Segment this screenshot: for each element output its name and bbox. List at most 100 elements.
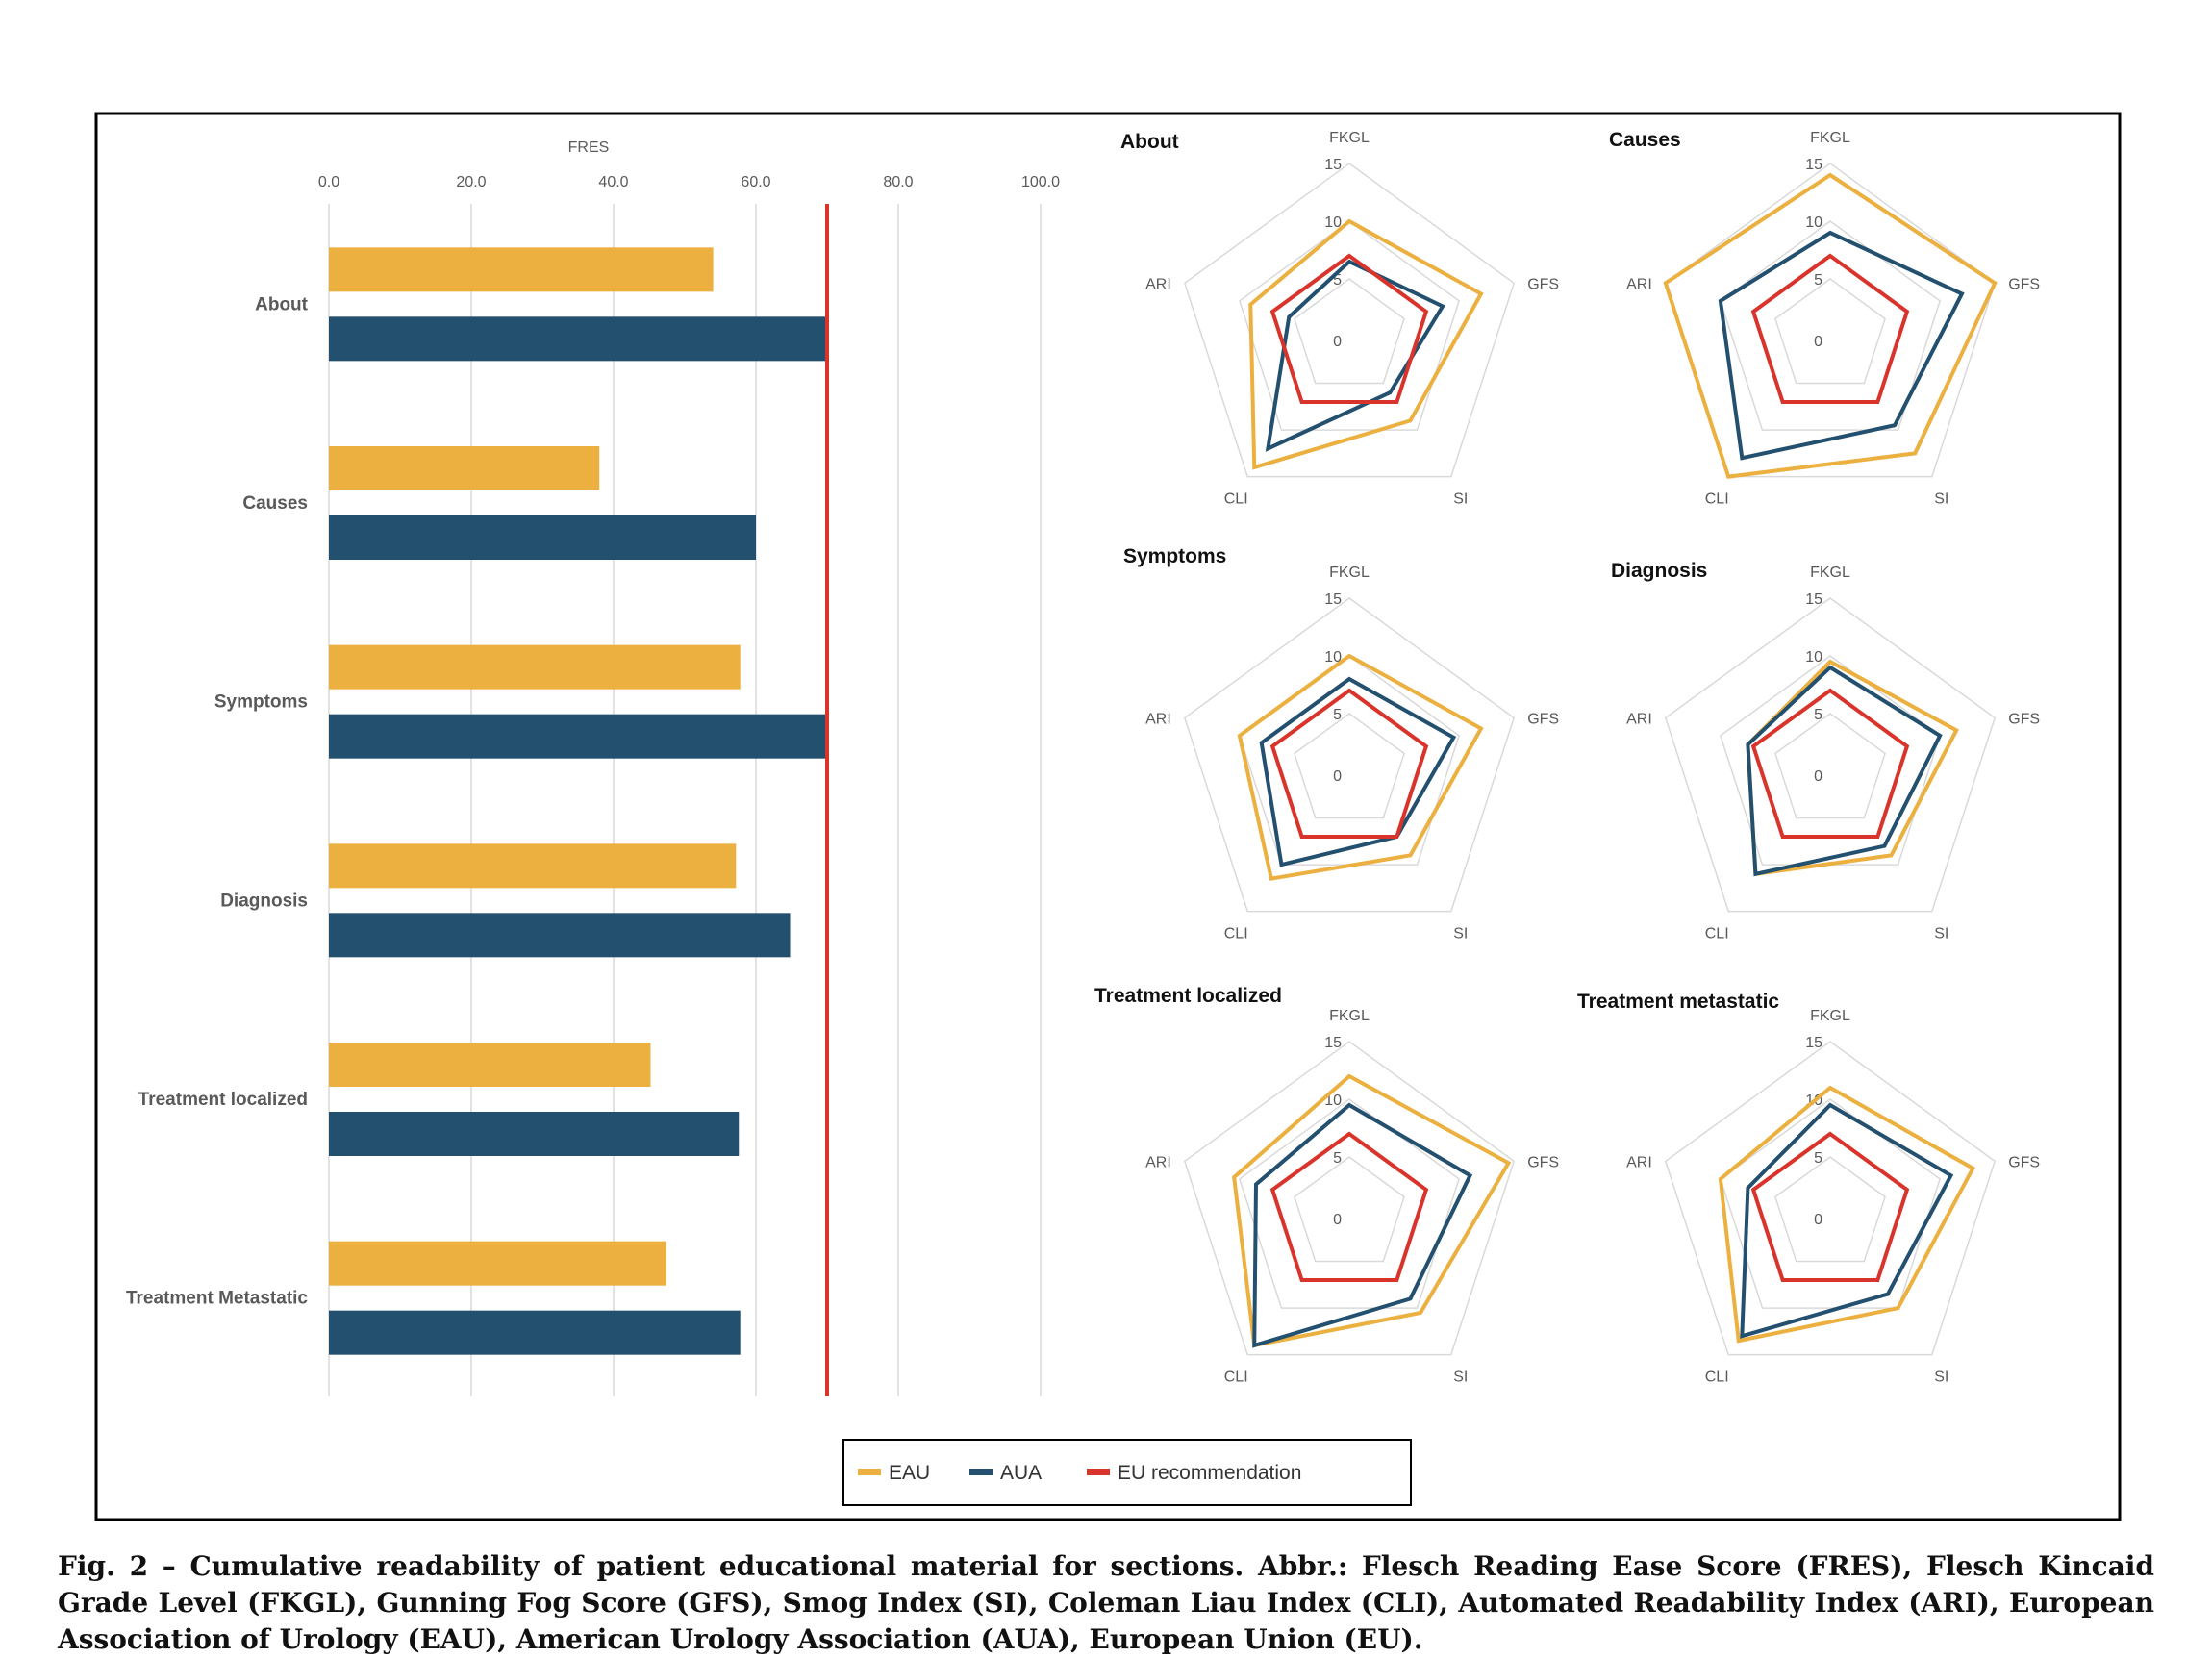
x-tick-label: 100.0: [1021, 174, 1060, 190]
radar-ring-label: 15: [1324, 157, 1342, 173]
radar-axis-label: FKGL: [1810, 565, 1850, 581]
bar-eau: [329, 446, 600, 490]
x-tick-label: 20.0: [456, 174, 486, 190]
radar-title: Symptoms: [1123, 545, 1226, 567]
radar-series-aua: [1259, 676, 1457, 867]
radar-axis-label: SI: [1453, 491, 1468, 508]
radar-series-eu-recommendation: [1269, 253, 1429, 404]
legend-box: [842, 1439, 1412, 1506]
radar-series-eau: [1232, 1073, 1512, 1348]
radar-chart: About 0 5 10 15 FKGL GFS SI CLI ARI: [1120, 130, 1559, 508]
radar-grid-ring: [1664, 597, 1997, 913]
radar-ring-label: 0: [1333, 1212, 1342, 1228]
x-tick-label: 40.0: [598, 174, 628, 190]
radar-axis-label: GFS: [1527, 276, 1559, 292]
radar-chart: Treatment metastatic051015FKGLGFSSICLIAR…: [1577, 991, 2040, 1386]
radar-ring-label: 5: [1333, 272, 1342, 289]
radar-series-eu-recommendation: [1269, 688, 1429, 839]
radar-ring-label: 10: [1805, 214, 1822, 231]
radar-series-eau: [1237, 653, 1484, 881]
radar-ring-label: 0: [1814, 1212, 1822, 1228]
category-label: Symptoms: [214, 692, 308, 713]
radar-grid-ring: [1774, 1156, 1886, 1263]
radar-axis-label: ARI: [1145, 276, 1171, 292]
radar-ring-label: 15: [1805, 157, 1822, 173]
radar-axis-label: ARI: [1626, 1154, 1652, 1170]
radar-title: Treatment localized: [1094, 985, 1282, 1007]
bar-eau: [329, 247, 714, 292]
radar-axis-label: CLI: [1705, 491, 1729, 508]
radar-series-aua: [1718, 230, 1965, 461]
radar-ring-label: 10: [1324, 214, 1342, 231]
radar-axis-label: FKGL: [1329, 565, 1370, 581]
radar-axis-label: ARI: [1145, 1154, 1171, 1170]
radar-ring-label: 5: [1814, 272, 1822, 289]
radar-grid-ring: [1664, 1041, 1997, 1356]
radar-axis-label: FKGL: [1329, 130, 1370, 146]
bar-aua: [329, 913, 791, 958]
radar-grid-ring: [1294, 713, 1405, 819]
legend-swatch: [969, 1469, 993, 1475]
radar-charts: About 0 5 10 15 FKGL GFS SI CLI ARI Causes 0 5 10 15 FK…: [1094, 129, 2040, 1386]
radar-grid-ring: [1238, 220, 1461, 431]
bar-eau: [329, 843, 737, 889]
radar-axis-label: CLI: [1705, 926, 1729, 943]
category-label: Causes: [242, 493, 308, 514]
radar-series-eau: [1248, 218, 1484, 470]
radar-ring-label: 0: [1333, 334, 1342, 350]
x-tick-label: 0.0: [318, 174, 339, 190]
radar-axis-label: SI: [1934, 1370, 1948, 1386]
figure-caption: Fig. 2 – Cumulative readability of patie…: [58, 1550, 2154, 1655]
radar-axis-label: CLI: [1224, 926, 1248, 943]
radar-series-eu-recommendation: [1750, 1131, 1910, 1282]
radar-axis-label: GFS: [1527, 1154, 1559, 1170]
radar-ring-label: 15: [1324, 591, 1342, 608]
radar-axis-label: SI: [1934, 926, 1948, 943]
fres-bar-chart: FRES 0.0 20.0 40.0 60.0 80.0 100.0 About Causes S…: [126, 139, 1060, 1396]
radar-title: Diagnosis: [1611, 560, 1707, 582]
radar-series-eu-recommendation: [1269, 1131, 1429, 1282]
radar-grid-ring: [1294, 1156, 1405, 1263]
bar-eau: [329, 1241, 666, 1286]
radar-axis-label: FKGL: [1810, 130, 1850, 146]
radar-series-aua: [1746, 665, 1943, 877]
category-label: Treatment localized: [138, 1090, 308, 1110]
x-axis-title: FRES: [568, 139, 610, 156]
bar-eau: [329, 1043, 651, 1087]
radar-ring-label: 5: [1814, 1150, 1822, 1167]
radar-series-eau: [1663, 172, 1998, 479]
radar-axis-label: CLI: [1224, 491, 1248, 508]
radar-chart: Diagnosis 0 5 10 15 FKGL GFS SI CLI ARI: [1611, 560, 2040, 943]
radar-axis-label: GFS: [2008, 276, 2040, 292]
radar-title: Treatment metastatic: [1577, 991, 1779, 1013]
bar-aua: [329, 714, 826, 759]
radar-ring-label: 10: [1805, 649, 1822, 666]
category-label: About: [255, 294, 309, 314]
radar-axis-label: SI: [1453, 926, 1468, 943]
radar-axis-label: GFS: [2008, 711, 2040, 727]
radar-title: Causes: [1609, 129, 1681, 151]
bar-aua: [329, 316, 827, 362]
radar-grid-ring: [1238, 1098, 1461, 1309]
radar-ring-label: 5: [1814, 707, 1822, 723]
legend-swatch: [858, 1469, 881, 1475]
radar-axis-label: ARI: [1145, 711, 1171, 727]
legend-swatch: [1087, 1469, 1110, 1475]
figure-panel: FRES 0.0 20.0 40.0 60.0 80.0 100.0 About Causes S…: [94, 112, 2122, 1521]
radar-ring-label: 0: [1814, 768, 1822, 785]
radar-grid-ring: [1294, 278, 1405, 385]
radar-series-eau: [1718, 1085, 1976, 1344]
radar-series-aua: [1252, 1102, 1473, 1348]
radar-ring-label: 15: [1805, 1035, 1822, 1051]
radar-grid-ring: [1774, 278, 1886, 385]
radar-axis-label: CLI: [1705, 1370, 1729, 1386]
category-label: Diagnosis: [220, 891, 308, 911]
radar-ring-label: 0: [1814, 334, 1822, 350]
radar-grid-ring: [1774, 713, 1886, 819]
radar-axis-label: GFS: [2008, 1154, 2040, 1170]
radar-ring-label: 5: [1333, 707, 1342, 723]
bar-aua: [329, 515, 756, 560]
radar-series-aua: [1265, 259, 1445, 452]
radar-series-eu-recommendation: [1750, 253, 1910, 404]
